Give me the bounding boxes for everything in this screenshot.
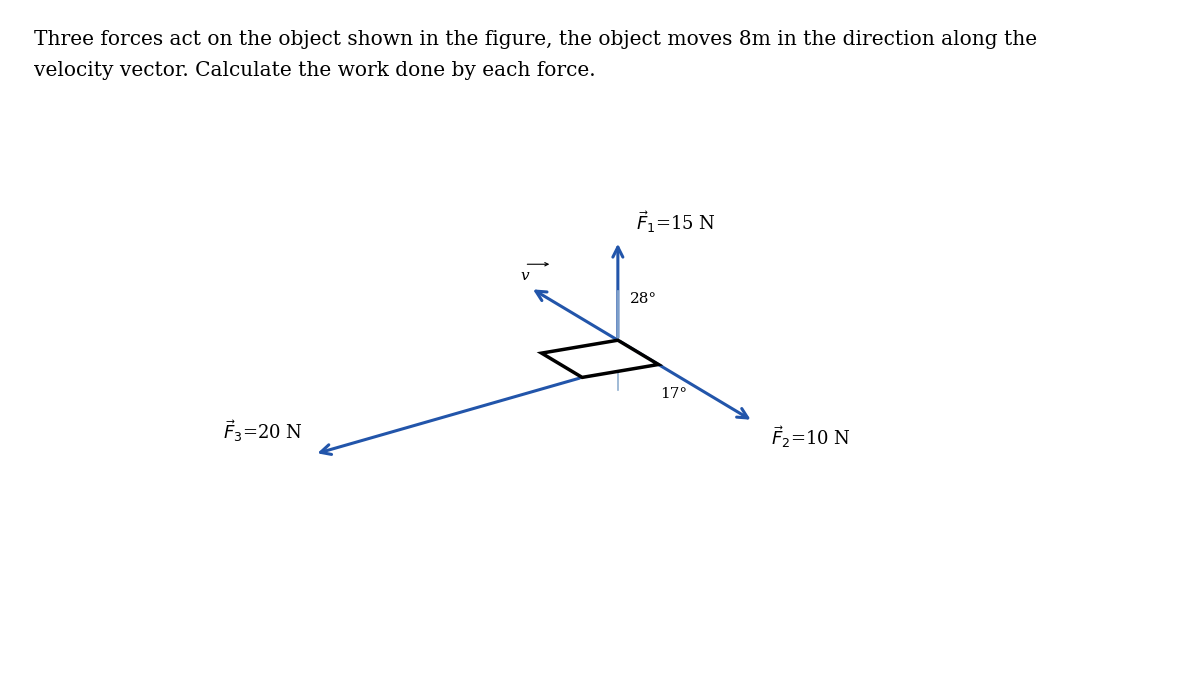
Text: Three forces act on the object shown in the figure, the object moves 8m in the d: Three forces act on the object shown in … (34, 30, 1037, 49)
Text: 17°: 17° (660, 387, 686, 401)
Text: v: v (521, 269, 529, 282)
Text: $\vec{F}_{2}$=10 N: $\vec{F}_{2}$=10 N (772, 424, 851, 450)
Polygon shape (541, 341, 659, 377)
Text: velocity vector. Calculate the work done by each force.: velocity vector. Calculate the work done… (34, 61, 595, 80)
Text: $\vec{F}_{1}$=15 N: $\vec{F}_{1}$=15 N (636, 210, 715, 236)
Text: $\vec{F}_{3}$=20 N: $\vec{F}_{3}$=20 N (223, 418, 302, 444)
Text: 28°: 28° (630, 292, 656, 306)
